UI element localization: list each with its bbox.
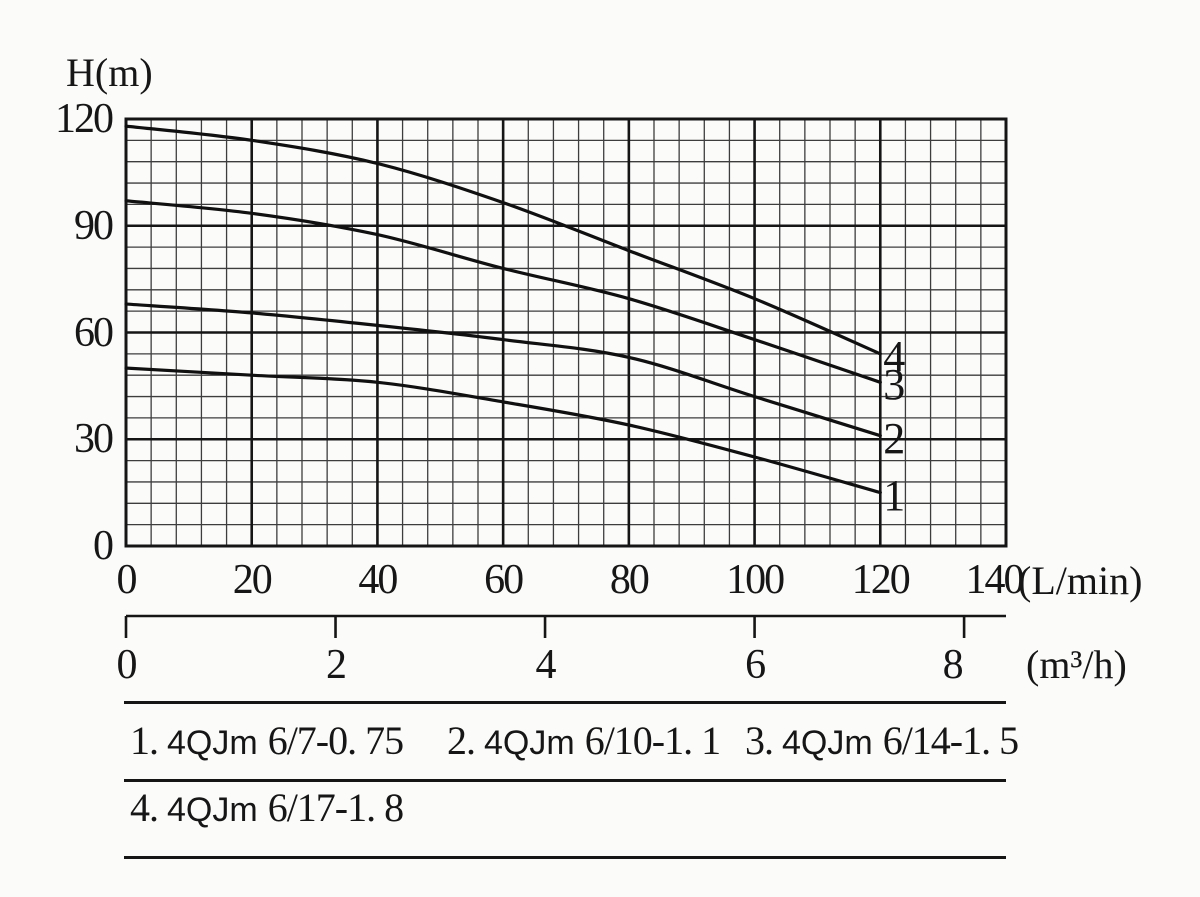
x-tick-label-lmin-40: 40 <box>358 557 398 603</box>
legend-row-1: 1. 4QJm 6/7-0. 75 2. 4QJm 6/10-1. 1 3. 4QJm 6/… <box>0 717 1200 767</box>
y-tick-label-90: 90 <box>74 202 114 249</box>
curve-label-2: 2 <box>883 413 906 463</box>
legend-separator-bottom <box>124 856 1006 859</box>
legend-item-1-index: 1. <box>130 718 159 763</box>
secondary-axis-m3h <box>124 614 1006 638</box>
y-tick-label-0: 0 <box>93 523 114 569</box>
curve-label-1: 1 <box>883 470 906 520</box>
x-tick-label-m3h-4: 4 <box>535 642 557 688</box>
x-tick-label-m3h-2: 2 <box>326 642 347 688</box>
x-axis-unit-lmin: (L/min) <box>1018 558 1143 603</box>
legend-row-2: 4. 4QJm 6/17-1. 8 <box>0 784 1200 834</box>
x-tick-label-lmin-100: 100 <box>726 557 785 603</box>
x-tick-label-lmin-140: 140 <box>965 557 1025 603</box>
pump-curve-4 <box>124 124 882 356</box>
curve-label-4: 4 <box>883 331 906 381</box>
y-tick-label-60: 60 <box>74 309 114 356</box>
pump-curve-1 <box>124 366 882 495</box>
x-tick-label-lmin-0: 0 <box>116 557 138 603</box>
x-tick-label-m3h-8: 8 <box>942 642 964 688</box>
x-tick-label-lmin-80: 80 <box>609 557 650 603</box>
legend-item-1: 1. 4QJm 6/7-0. 75 <box>130 717 404 774</box>
legend-item-1-family: 4QJm <box>167 724 258 762</box>
legend-item-2-spec: 6/10-1. 1 <box>584 718 721 763</box>
legend-item-4-index: 4. <box>130 785 159 830</box>
legend-separator-middle <box>124 779 1006 782</box>
plot-border <box>124 117 1008 548</box>
legend-separator-top <box>124 701 1006 704</box>
legend-item-3-index: 3. <box>745 718 774 763</box>
y-axis-title: H(m) <box>66 50 153 95</box>
curve-label-3: 3 <box>883 360 906 410</box>
y-tick-label-120: 120 <box>55 96 114 142</box>
legend-item-3-family: 4QJm <box>782 724 873 762</box>
pump-curve-3 <box>124 199 882 384</box>
legend-item-4-spec: 6/17-1. 8 <box>267 785 404 830</box>
legend-item-4-family: 4QJm <box>167 791 258 829</box>
x-axis-unit-m3h: (m³/h) <box>1026 642 1127 687</box>
pump-curve-2 <box>124 302 882 438</box>
x-tick-label-lmin-20: 20 <box>232 557 273 603</box>
legend-item-3-spec: 6/14-1. 5 <box>882 718 1019 763</box>
x-tick-label-lmin-60: 60 <box>484 557 524 603</box>
x-tick-label-lmin-120: 120 <box>851 557 911 603</box>
legend-item-4: 4. 4QJm 6/17-1. 8 <box>130 784 404 841</box>
legend-item-2: 2. 4QJm 6/10-1. 1 <box>447 717 721 774</box>
y-tick-label-30: 30 <box>74 416 114 463</box>
legend-item-2-family: 4QJm <box>484 724 575 762</box>
legend-item-1-spec: 6/7-0. 75 <box>267 718 404 763</box>
x-tick-label-m3h-0: 0 <box>116 642 138 688</box>
legend-item-3: 3. 4QJm 6/14-1. 5 <box>745 717 1019 774</box>
legend-item-2-index: 2. <box>447 718 476 763</box>
x-tick-label-m3h-6: 6 <box>745 642 766 688</box>
